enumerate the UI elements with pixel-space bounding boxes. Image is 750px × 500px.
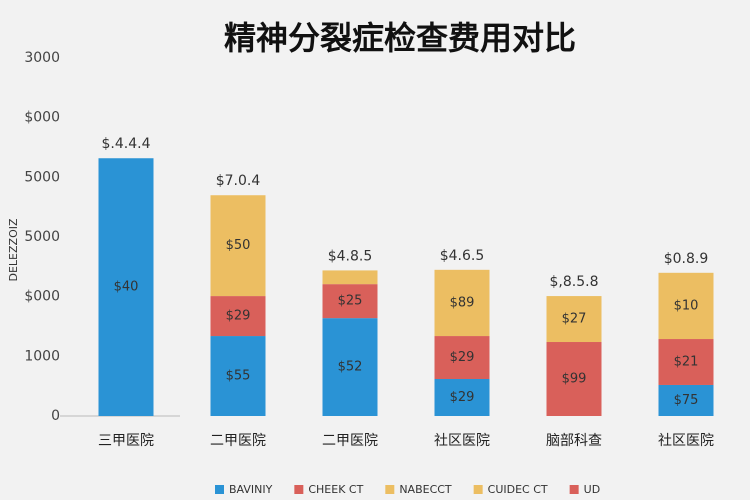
legend-label: UD — [584, 483, 601, 496]
segment-label: $52 — [338, 360, 363, 375]
y-tick-label: $000 — [24, 110, 60, 126]
bar-segment — [322, 284, 378, 319]
bar-segment — [434, 336, 490, 380]
y-tick-label: 5000 — [24, 229, 60, 245]
segment-label: $21 — [674, 355, 699, 370]
legend-label: CUIDEC CT — [488, 483, 548, 496]
segment-label: $89 — [450, 295, 475, 310]
segment-label: $29 — [450, 350, 475, 365]
legend-swatch — [385, 485, 395, 494]
bar-segment — [658, 339, 714, 385]
bar-segment — [98, 158, 154, 417]
y-tick-label: 0 — [51, 408, 60, 424]
legend-label: BAVINIY — [229, 483, 273, 496]
total-label: $7.0.4 — [216, 173, 261, 189]
bar-segment — [658, 384, 714, 416]
bar-segment — [210, 195, 266, 297]
segment-label: $27 — [562, 312, 587, 327]
bar-segment — [434, 269, 490, 337]
bar-segment — [546, 296, 602, 343]
bar-segment — [658, 272, 714, 340]
bar-segment — [210, 336, 266, 416]
bar-segment — [322, 318, 378, 416]
bar-segment — [434, 379, 490, 416]
x-tick-label: 三甲医院 — [98, 433, 154, 449]
x-tick-label: 二甲医院 — [210, 433, 266, 449]
legend-label: NABECCT — [399, 483, 452, 496]
x-tick-label: 二甲医院 — [322, 433, 378, 449]
segment-label: $25 — [338, 294, 363, 309]
y-tick-label: 3000 — [24, 50, 60, 66]
segment-label: $29 — [226, 309, 251, 324]
segment-label: $29 — [450, 390, 475, 405]
total-label: $,8.5.8 — [550, 274, 599, 290]
y-tick-label: 1000 — [24, 348, 60, 364]
bar-segment — [322, 270, 378, 285]
segment-label: $75 — [674, 393, 699, 408]
x-tick-label: 社区医院 — [434, 433, 490, 449]
segment-label: $55 — [226, 369, 251, 384]
legend-swatch — [569, 485, 579, 494]
legend-swatch — [473, 485, 483, 494]
y-tick-label: $000 — [24, 289, 60, 305]
bar-segment — [210, 296, 266, 337]
total-label: $4.8.5 — [328, 248, 373, 264]
segment-label: $40 — [114, 280, 139, 295]
legend-swatch — [294, 485, 304, 494]
segment-label: $10 — [674, 298, 699, 313]
x-tick-label: 脑部科查 — [546, 433, 602, 449]
legend-swatch — [215, 485, 224, 494]
total-label: $4.6.5 — [440, 248, 485, 264]
x-tick-label: 社区医院 — [658, 433, 714, 449]
segment-label: $99 — [562, 372, 587, 387]
legend-label: CHEEK CT — [308, 483, 363, 496]
segment-label: $50 — [226, 238, 251, 253]
bar-segment — [546, 342, 602, 416]
total-label: $0.8.9 — [664, 251, 709, 267]
total-label: $.4.4.4 — [102, 136, 151, 152]
y-tick-label: 5000 — [24, 169, 60, 185]
chart-title: 精神分裂症检查费用对比 — [224, 19, 576, 57]
y-axis-label: DELEZZOIZ — [7, 218, 20, 281]
